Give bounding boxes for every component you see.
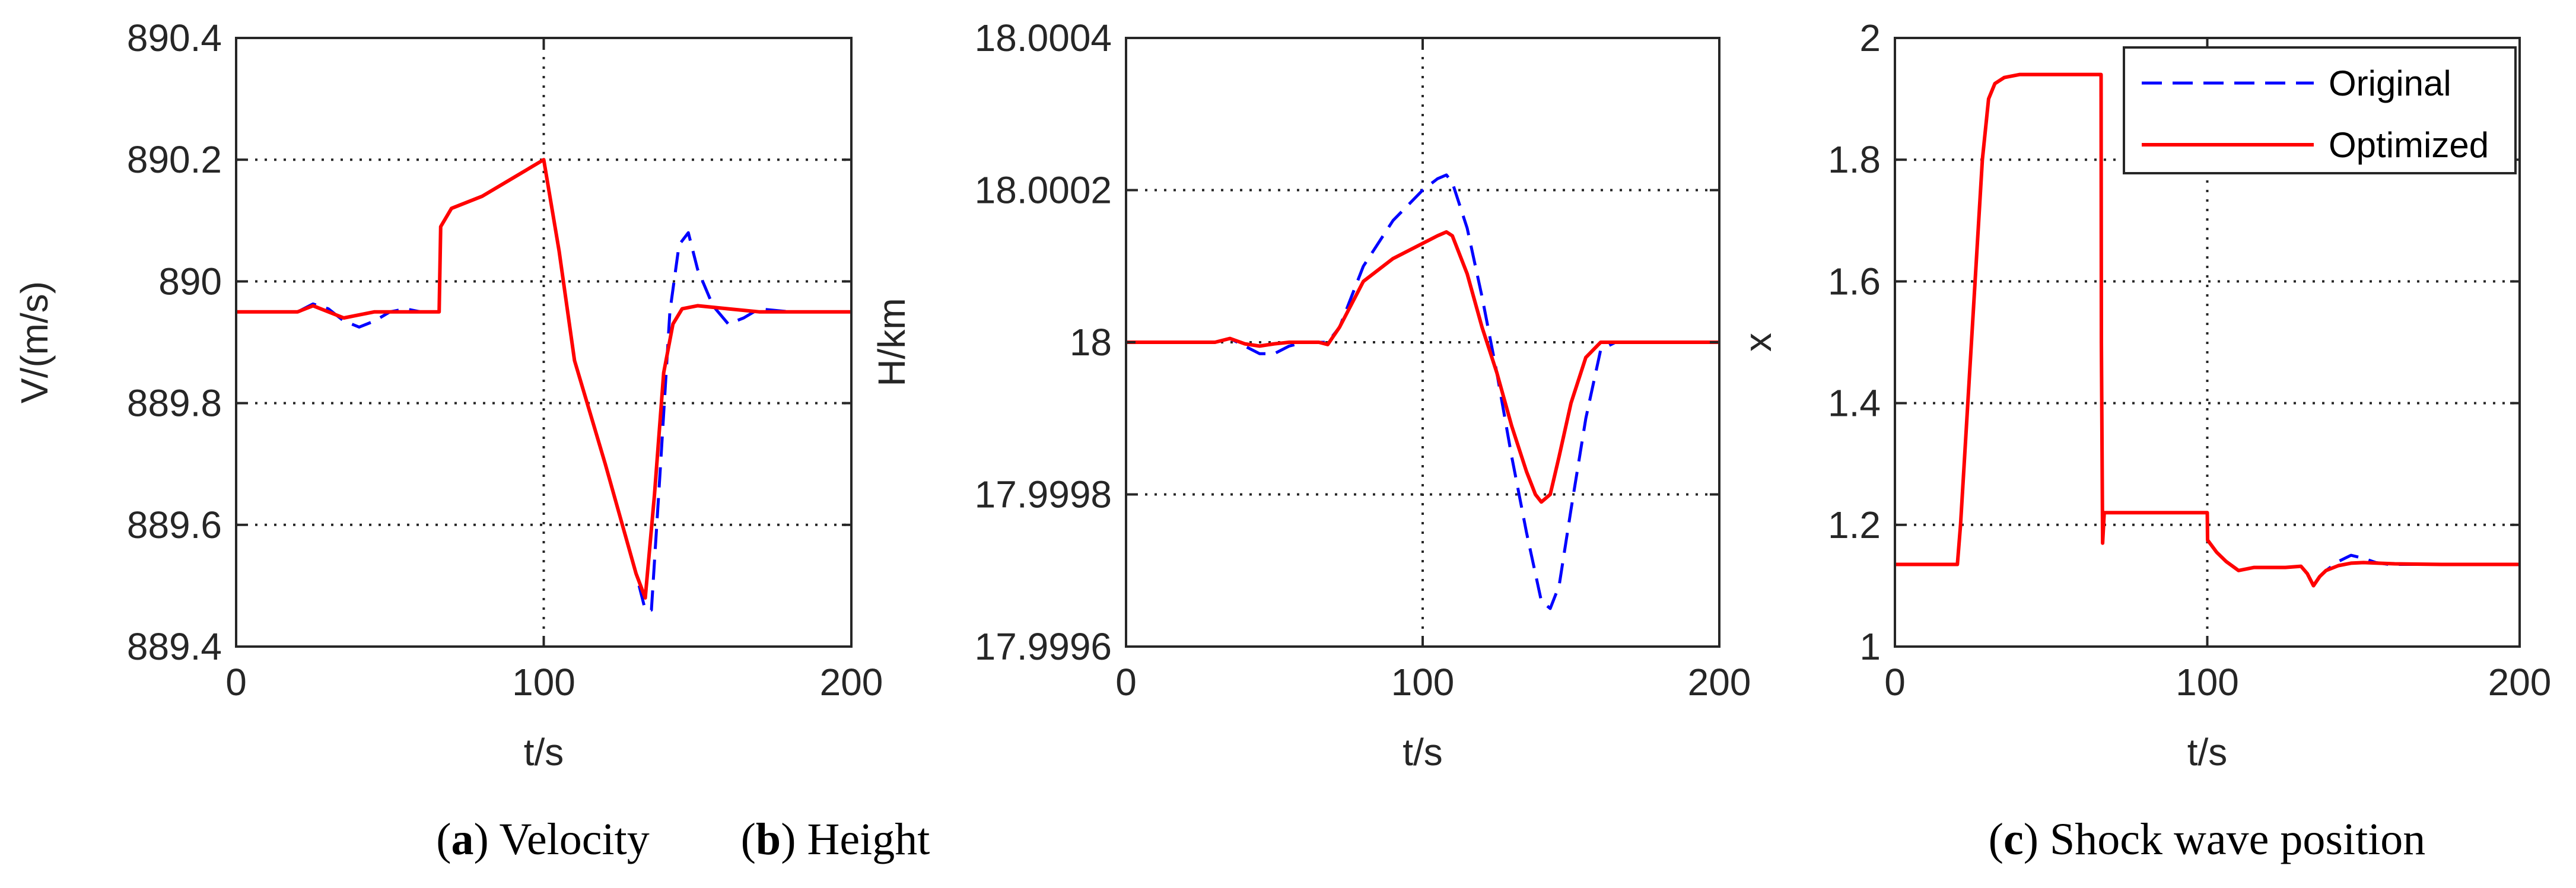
caption-title: Height — [807, 814, 930, 864]
caption-paren-close: ) — [781, 814, 807, 864]
caption-letter: a — [451, 814, 474, 864]
chart-panel-c: 0 100 200 1 1.2 1.4 1.6 1.8 2 t/s x (c) Shock wave … — [1737, 17, 2551, 864]
panel-caption: (a) Velocity — [436, 814, 650, 864]
x-tick-label: 200 — [820, 661, 883, 704]
series-line-optimized — [236, 158, 851, 600]
x-axis-label: t/s — [1403, 731, 1443, 774]
caption-paren-open: ( — [1989, 814, 2003, 864]
y-axis-label: x — [1737, 333, 1779, 352]
y-tick-label: 889.8 — [127, 382, 222, 425]
y-tick-label: 17.9996 — [975, 625, 1112, 668]
y-tick-label: 890.2 — [127, 138, 222, 181]
panel-caption: (c) Shock wave position — [1989, 814, 2426, 864]
y-tick-label: 889.4 — [127, 625, 222, 668]
y-tick-label: 890 — [158, 260, 222, 303]
series-line-optimized — [1126, 230, 1719, 504]
y-tick-label: 890.4 — [127, 17, 222, 59]
grid-lines — [1895, 38, 2520, 647]
series-line-original — [1126, 173, 1719, 610]
y-axis-label: V/(m/s) — [13, 281, 56, 403]
x-tick-label: 100 — [512, 661, 575, 704]
caption-paren-open: ( — [741, 814, 756, 864]
legend: Original Optimized — [2123, 46, 2517, 174]
x-tick-label: 100 — [2176, 661, 2239, 704]
legend-box — [2123, 46, 2517, 174]
caption-paren-close: ) — [2024, 814, 2050, 864]
caption-title: Shock wave position — [2050, 814, 2425, 864]
x-tick-label: 0 — [225, 661, 247, 704]
x-axis-label: t/s — [2187, 731, 2228, 774]
y-tick-label: 18.0004 — [975, 17, 1112, 59]
legend-label-original: Original — [2329, 63, 2451, 103]
y-tick-label: 1 — [1859, 625, 1881, 668]
y-tick-label: 1.6 — [1828, 260, 1881, 303]
x-tick-label: 200 — [1688, 661, 1751, 704]
series-line-optimized — [1895, 72, 2520, 588]
legend-label-optimized: Optimized — [2329, 125, 2489, 165]
caption-paren-open: ( — [436, 814, 451, 864]
panel-caption: (b) Height — [741, 814, 930, 864]
y-tick-label: 889.6 — [127, 504, 222, 546]
y-tick-label: 18 — [1070, 321, 1112, 364]
x-tick-label: 200 — [2488, 661, 2552, 704]
grid-lines — [236, 38, 851, 647]
y-tick-label: 2 — [1859, 17, 1881, 59]
caption-title: Velocity — [499, 814, 649, 864]
chart-panel-b: 0 100 200 17.9996 17.9998 18 18.0002 18.0004 t/s… — [741, 17, 1751, 864]
y-tick-label: 1.4 — [1828, 382, 1881, 425]
x-tick-label: 0 — [1115, 661, 1137, 704]
caption-letter: c — [2003, 814, 2024, 864]
x-axis-label: t/s — [524, 731, 564, 774]
chart-panel-a: 0 100 200 889.4 889.6 889.8 890 890.2 890.4 t/s V/… — [13, 17, 883, 864]
y-axis-label: H/km — [870, 298, 913, 386]
x-tick-label: 0 — [1884, 661, 1906, 704]
y-tick-label: 1.8 — [1828, 138, 1881, 181]
y-tick-label: 1.2 — [1828, 504, 1881, 546]
caption-letter: b — [756, 814, 781, 864]
y-tick-label: 17.9998 — [975, 473, 1112, 516]
y-tick-label: 18.0002 — [975, 169, 1112, 212]
caption-paren-close: ) — [474, 814, 500, 864]
x-tick-label: 100 — [1391, 661, 1455, 704]
